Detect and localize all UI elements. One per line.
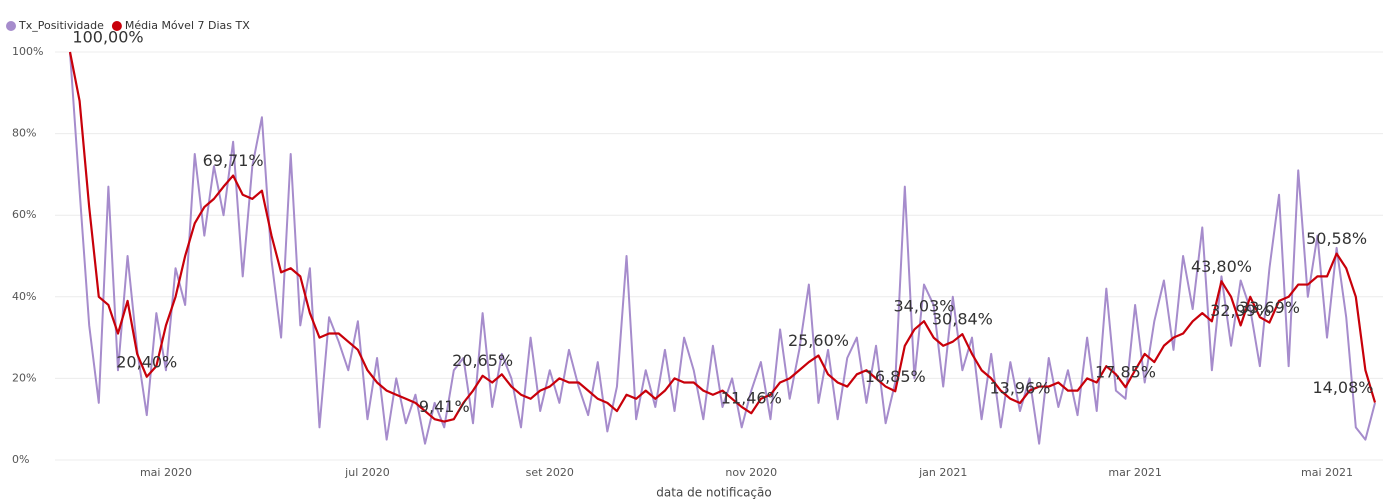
- series-line: [69, 51, 1376, 445]
- legend-marker: [111, 21, 122, 31]
- data-label: 69,71%: [203, 151, 264, 170]
- y-tick-label: 20%: [12, 371, 36, 384]
- data-label: 43,80%: [1191, 257, 1252, 276]
- data-label: 9,41%: [419, 397, 470, 416]
- x-tick-label: set 2020: [526, 466, 574, 479]
- y-tick-label: 0%: [12, 453, 29, 466]
- legend-marker: [6, 21, 16, 31]
- data-label: 25,60%: [788, 331, 849, 350]
- data-label: 33,69%: [1239, 298, 1300, 317]
- data-label: 20,40%: [116, 352, 177, 371]
- data-label: 14,08%: [1312, 378, 1373, 397]
- x-tick-label: mai 2020: [140, 466, 192, 479]
- x-tick-label: mar 2021: [1108, 466, 1161, 479]
- x-tick-label: jul 2020: [344, 466, 390, 479]
- legend-label: Média Móvel 7 Dias TX: [125, 19, 250, 32]
- data-label: 34,03%: [893, 297, 954, 316]
- data-label: 16,85%: [865, 367, 926, 386]
- y-tick-label: 40%: [12, 290, 36, 303]
- data-label: 20,65%: [452, 351, 513, 370]
- x-tick-label: mai 2021: [1301, 466, 1353, 479]
- data-label: 11,46%: [721, 389, 782, 408]
- data-label: 17,85%: [1095, 363, 1156, 382]
- y-tick-label: 60%: [12, 208, 36, 221]
- data-label: 100,00%: [72, 28, 143, 47]
- x-tick-label: jan 2021: [918, 466, 967, 479]
- data-label: 30,84%: [932, 310, 993, 329]
- y-tick-label: 80%: [12, 127, 36, 140]
- data-label: 32,99%: [1210, 301, 1271, 320]
- x-tick-label: nov 2020: [725, 466, 777, 479]
- y-tick-label: 100%: [12, 45, 43, 58]
- legend-label: Tx_Positividade: [18, 19, 104, 32]
- data-label: 13,96%: [989, 379, 1050, 398]
- series-line: [68, 51, 1377, 423]
- x-axis-label: data de notificação: [656, 486, 771, 500]
- data-label: 50,58%: [1306, 229, 1367, 248]
